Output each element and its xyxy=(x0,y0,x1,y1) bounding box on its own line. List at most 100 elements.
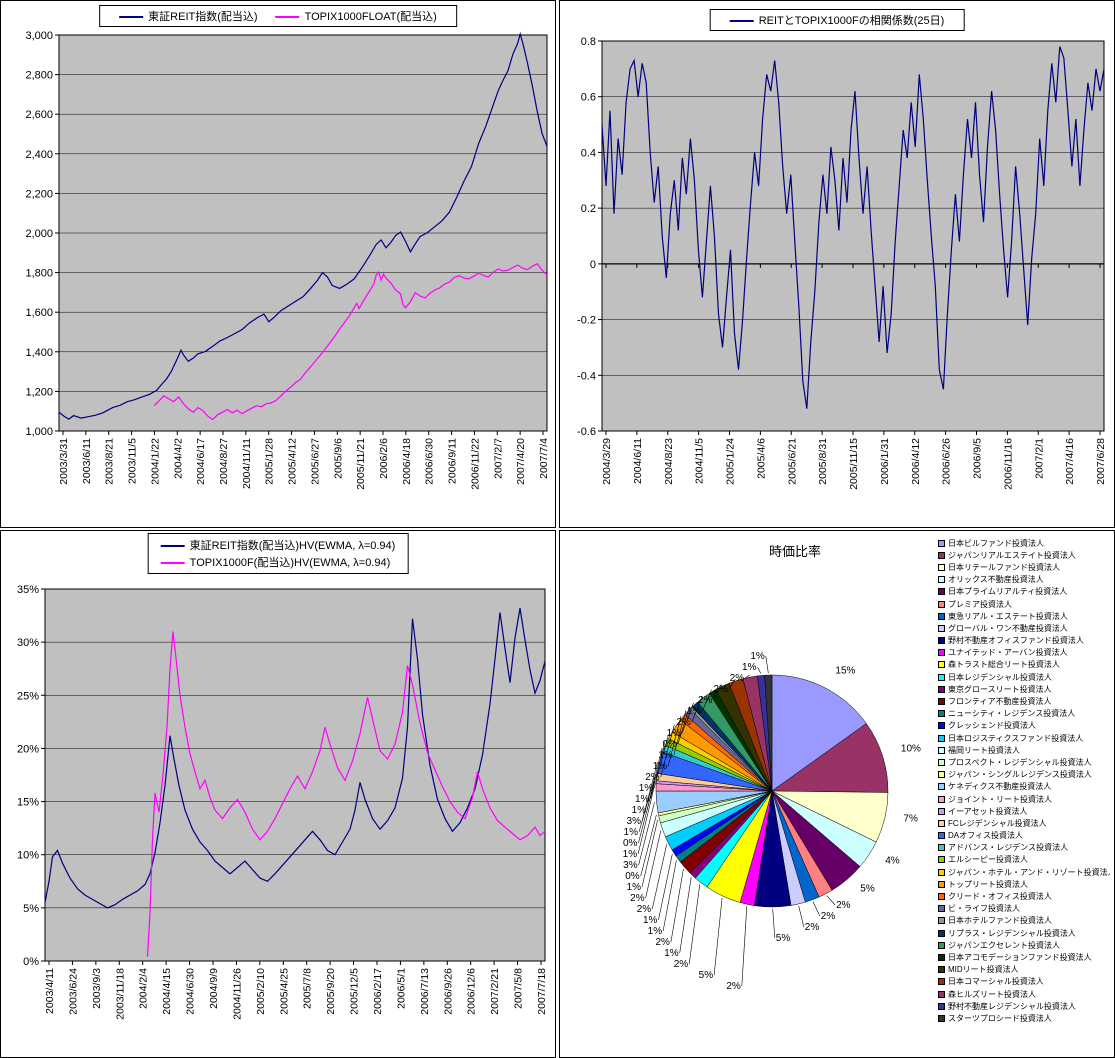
pie-legend-label: アドバンス・レジデンス投資法人 xyxy=(948,843,1069,853)
x-tick-label: 2004/2/4 xyxy=(138,968,150,1009)
pie-legend-label: ビ・ライフ投資法人 xyxy=(948,904,1020,914)
pie-legend-item: オリックス不動産投資法人 xyxy=(938,574,1110,586)
pie-legend-swatch xyxy=(938,905,945,913)
pie-slice-label: 5% xyxy=(699,970,714,981)
legend-line-swatch xyxy=(275,16,300,19)
pie-label-leader xyxy=(679,876,692,954)
x-tick-label: 2007/2/1 xyxy=(1033,438,1045,479)
x-tick-label: 2005/12/5 xyxy=(349,968,361,1015)
pie-slice-label: 1% xyxy=(667,728,682,739)
pie-legend-item: ジャパンリアルエステイト投資法人 xyxy=(938,549,1110,561)
pie-legend-swatch xyxy=(938,795,945,803)
legend-label: 東証REIT指数(配当込) xyxy=(148,11,258,23)
x-tick-label: 2005/11/15 xyxy=(848,438,860,490)
y-tick-label: 20% xyxy=(17,743,39,755)
pie-label-leader xyxy=(651,844,667,910)
pie-legend-label: スターツプロシード投資法人 xyxy=(948,1013,1052,1023)
x-tick-label: 2007/7/18 xyxy=(536,968,548,1015)
pie-label-leader xyxy=(645,830,662,899)
pie-legend-item: エルシーピー投資法人 xyxy=(938,854,1110,866)
x-tick-label: 2005/9/6 xyxy=(332,438,344,479)
pie-legend-swatch xyxy=(938,832,945,840)
x-tick-label: 2007/2/21 xyxy=(489,968,501,1015)
panel-reit-index-chart[interactable]: 東証REIT指数(配当込) TOPIX1000FLOAT(配当込) 1,000 1,… xyxy=(0,0,556,528)
pie-slice-label: 1% xyxy=(627,882,642,893)
pie-legend-item: スターツプロシード投資法人 xyxy=(938,1012,1110,1024)
x-tick-label: 2004/4/15 xyxy=(161,968,173,1015)
pie-legend-item: DAオフィス投資法人 xyxy=(938,830,1110,842)
line-chart-volatility: 0% 5% 10% 15% 20% 25% 30% 35% 2003/4/11 2003/6/24… xyxy=(17,584,548,1020)
x-tick-label: 2004/6/11 xyxy=(632,438,644,484)
plot-area xyxy=(601,40,1105,432)
pie-legend-label: イーアセット投資法人 xyxy=(948,806,1028,816)
pie-slice-label: 2% xyxy=(645,772,660,783)
pie-slice-label: 10% xyxy=(901,744,921,755)
pie-legend-swatch xyxy=(938,563,945,571)
x-tick-label: 2003/8/21 xyxy=(104,438,116,485)
pie-legend-swatch xyxy=(938,661,945,669)
pie-slice-label: 1% xyxy=(687,706,702,717)
pie-legend-label: ジャパンエクセレント投資法人 xyxy=(948,940,1060,950)
x-tick-label: 2006/9/11 xyxy=(447,438,459,484)
panel-market-cap-pie[interactable]: 時価比率 15% 10% 7% 4% 5% 2% 2% 2% 5% 1% 1% 2% 2% 2% 1% 2% 1… xyxy=(559,530,1115,1058)
pie-legend-swatch xyxy=(938,1002,945,1010)
x-tick-label: 2006/11/16 xyxy=(1002,438,1014,490)
pie-slice-label: 1% xyxy=(639,783,654,794)
pie-slice-label: 1% xyxy=(664,948,679,959)
pie-slice-label: 3% xyxy=(627,816,642,827)
y-tick-label: 3,000 xyxy=(25,30,53,42)
pie-slice-label: 1% xyxy=(632,805,647,816)
pie-legend-label: DAオフィス投資法人 xyxy=(948,831,1023,841)
x-tick-label: 2005/2/10 xyxy=(255,968,267,1015)
x-tick-label: 2004/6/17 xyxy=(195,438,207,485)
pie-slice-label: 0% xyxy=(623,838,638,849)
pie-slice-label: 1% xyxy=(643,915,658,926)
pie-legend-label: 日本コマーシャル投資法人 xyxy=(948,977,1044,987)
pie-label-leader xyxy=(641,762,658,822)
x-tick-label: 2005/1/28 xyxy=(264,438,276,485)
y-tick-label: 1,000 xyxy=(25,426,53,438)
panel-correlation-chart[interactable]: REITとTOPIX1000Fの相関係数(25日) -0.6 -0.4 -0.2 0 0… xyxy=(559,0,1115,528)
pie-label-leader xyxy=(662,860,677,932)
pie-slice-label: 1% xyxy=(648,926,663,937)
series-line-1 xyxy=(153,262,548,421)
y-tick-label: 0.2 xyxy=(581,203,596,215)
pie-slice-label: 0% xyxy=(662,739,677,750)
x-tick-label: 2006/2/6 xyxy=(378,438,390,479)
x-tick-label: 2006/4/18 xyxy=(401,438,413,485)
x-tick-label: 2006/6/30 xyxy=(424,438,436,485)
pie-legend-swatch xyxy=(938,1014,945,1022)
pie-label-leader xyxy=(637,787,655,855)
pie-legend-label: 野村不動産オフィスファンド投資法人 xyxy=(948,636,1084,646)
x-tick-label: 2003/9/3 xyxy=(91,968,103,1009)
pie-legend-item: クリード・オフィス投資法人 xyxy=(938,890,1110,902)
pie-legend-item: ジャパン・シングルレジデンス投資法人 xyxy=(938,769,1110,781)
pie-legend-label: 東京グロースリート投資法人 xyxy=(948,684,1052,694)
pie-legend-item: ニューシティ・レジデンス投資法人 xyxy=(938,708,1110,720)
legend-reit-index: 東証REIT指数(配当込) TOPIX1000FLOAT(配当込) xyxy=(99,5,457,27)
pie-slice-label: 3% xyxy=(623,860,638,871)
pie-legend-swatch xyxy=(938,734,945,742)
pie-slice-label: 0% xyxy=(625,871,640,882)
y-tick-label: 30% xyxy=(17,637,39,649)
x-tick-label: 2006/4/12 xyxy=(910,438,922,485)
x-tick-label: 2007/6/28 xyxy=(1095,438,1107,485)
pie-label-leader xyxy=(641,819,658,888)
pie-legend-item: MIDリート投資法人 xyxy=(938,964,1110,976)
pie-slice-label: 2% xyxy=(698,695,713,706)
pie-legend-item: トップリート投資法人 xyxy=(938,878,1110,890)
pie-legend-swatch xyxy=(938,649,945,657)
y-tick-label: 2,400 xyxy=(25,149,53,161)
pie-label-leader xyxy=(688,884,701,965)
pie-legend-item: 日本コマーシャル投資法人 xyxy=(938,976,1110,988)
pie-slice-label: 2% xyxy=(730,673,745,684)
x-tick-label: 2005/11/21 xyxy=(355,438,367,490)
pie-slice-label: 2% xyxy=(726,981,741,992)
pie-legend-item: 日本ロジスティクスファンド投資法人 xyxy=(938,732,1110,744)
pie-legend-swatch xyxy=(938,868,945,876)
y-tick-label: -0.2 xyxy=(577,315,596,327)
panel-volatility-chart[interactable]: 東証REIT指数(配当込)HV(EWMA, λ=0.94) TOPIX1000F(… xyxy=(0,530,556,1058)
pie-legend-label: リプラス・レジデンシャル投資法人 xyxy=(948,928,1076,938)
pie-legend-swatch xyxy=(938,588,945,596)
pie-slice-label: 7% xyxy=(903,814,918,825)
